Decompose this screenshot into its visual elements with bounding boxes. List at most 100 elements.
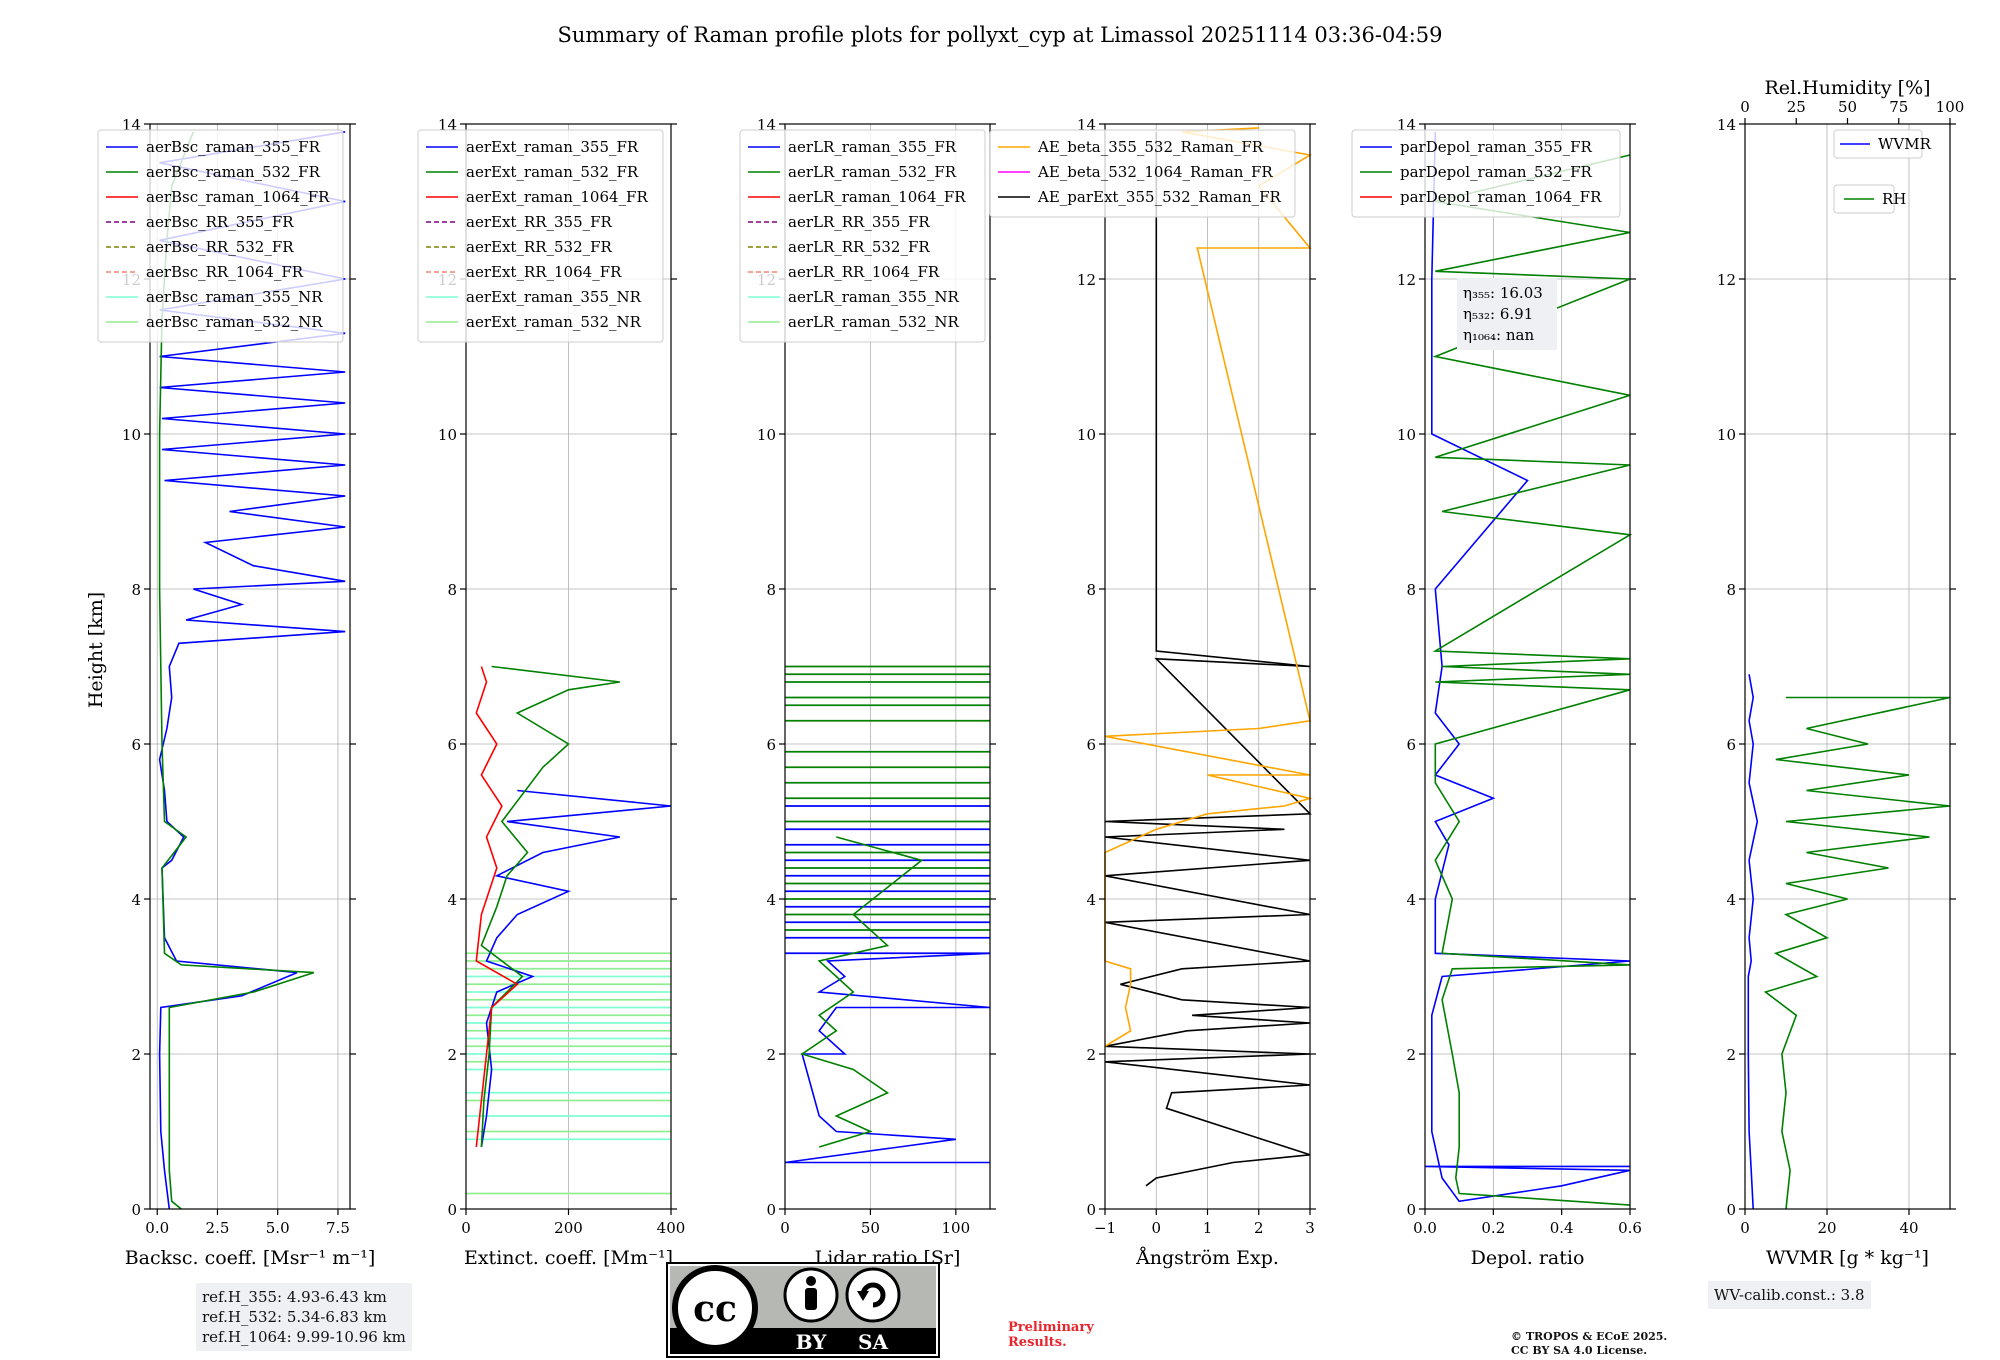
y-tick-label: 2: [1726, 1046, 1736, 1064]
top-x-tick-label: 100: [1936, 98, 1965, 116]
legend: parDepol_raman_355_FR parDepol_raman_532_…: [1351, 129, 1621, 218]
share-alike-icon: [845, 1267, 901, 1323]
y-tick-label: 4: [1086, 891, 1096, 909]
preliminary-line-2: Results.: [1008, 1335, 1067, 1350]
copyright-note: © TROPOS & ECoE 2025. CC BY SA 4.0 Licen…: [1511, 1330, 1667, 1358]
legend-box: [739, 129, 986, 343]
series-aerExt_raman_1064_FR: [475, 666, 519, 1148]
x-tick-label: 400: [657, 1219, 686, 1237]
y-tick-label: 4: [1726, 891, 1736, 909]
legend-entry: aerExt_RR_1064_FR: [466, 263, 622, 281]
y-tick-label: 0: [131, 1201, 141, 1219]
axes-frame: [1424, 123, 1631, 1210]
series-aerLR_raman_532_FR: [800, 836, 924, 1148]
legend: aerLR_raman_355_FR aerLR_raman_532_FR aerL…: [739, 129, 986, 343]
license-badge: cc BY SA: [666, 1262, 940, 1358]
legend-entry: aerLR_RR_1064_FR: [788, 263, 940, 281]
panel-extinction: 024681012140200400Extinct. coeff. [Mm⁻¹]…: [417, 116, 686, 1269]
top-x-tick-label: 50: [1838, 98, 1857, 116]
by-label: BY: [796, 1330, 828, 1354]
y-tick-label: 2: [1406, 1046, 1416, 1064]
legend-entry: aerLR_RR_355_FR: [788, 213, 930, 231]
series-parDepol_raman_355_FR: [1424, 131, 1631, 1203]
copyright-line-1: © TROPOS & ECoE 2025.: [1511, 1330, 1668, 1343]
x-tick-label: 0.4: [1550, 1219, 1574, 1237]
y-tick-label: 10: [1077, 426, 1096, 444]
series-AE_parExt_355_532_Raman_FR: [1104, 131, 1312, 1187]
legend-entry: AE_beta_532_1064_Raman_FR: [1037, 163, 1273, 181]
ref-height-1064: ref.H_1064: 9.99-10.96 km: [202, 1328, 406, 1346]
eta-value: η₁₀₆₄: nan: [1463, 326, 1534, 344]
cc-icon: [672, 1265, 758, 1351]
legend-entry: aerBsc_RR_355_FR: [146, 213, 294, 231]
legend-entry: aerExt_raman_1064_FR: [466, 188, 648, 206]
y-tick-label: 0: [1086, 1201, 1096, 1219]
y-tick-label: 0: [1726, 1201, 1736, 1219]
y-tick-label: 8: [766, 581, 776, 599]
y-tick-label: 4: [766, 891, 776, 909]
x-tick-label: 0.6: [1618, 1219, 1642, 1237]
preliminary-label: Preliminary Results.: [1008, 1320, 1094, 1350]
y-tick-label: 10: [1717, 426, 1736, 444]
sa-label: SA: [858, 1330, 888, 1354]
y-tick-label: 14: [1717, 116, 1736, 134]
top-x-tick-label: 75: [1889, 98, 1908, 116]
eta-value: η₃₅₅: 16.03: [1463, 284, 1543, 302]
legend: AE_beta_355_532_Raman_FR AE_beta_532_1064…: [989, 129, 1296, 218]
y-tick-label: 2: [1086, 1046, 1096, 1064]
top-axis-label: Rel.Humidity [%]: [1764, 77, 1930, 99]
y-tick-label: 12: [1077, 271, 1096, 289]
legend-entry: AE_beta_355_532_Raman_FR: [1037, 138, 1264, 156]
y-tick-label: 4: [131, 891, 141, 909]
cc-icon-label: cc: [693, 1288, 737, 1330]
x-tick-label: 5.0: [266, 1219, 290, 1237]
x-tick-label: 0: [1740, 1219, 1750, 1237]
legend: aerBsc_raman_355_FR aerBsc_raman_532_FRae…: [97, 129, 344, 343]
x-tick-label: 50: [861, 1219, 880, 1237]
figure-title: Summary of Raman profile plots for polly…: [557, 23, 1442, 47]
annotation-box: [1457, 278, 1557, 350]
x-tick-label: 0.0: [1413, 1219, 1437, 1237]
y-tick-label: 0: [1406, 1201, 1416, 1219]
y-tick-label: 6: [447, 736, 457, 754]
legend-entry: aerLR_raman_355_NR: [788, 288, 959, 306]
legend-entry: aerLR_raman_1064_FR: [788, 188, 966, 206]
legend-entry: aerBsc_raman_532_NR: [146, 313, 323, 331]
x-tick-label: 2: [1254, 1219, 1264, 1237]
y-tick-label: 2: [447, 1046, 457, 1064]
x-tick-label: 2.5: [206, 1219, 230, 1237]
x-tick-label: 0: [1151, 1219, 1161, 1237]
series-aerExt_raman_532_FR: [480, 665, 620, 1148]
legend-entry: aerBsc_RR_532_FR: [146, 238, 294, 256]
x-tick-label: 0.0: [145, 1219, 169, 1237]
legend-box: [97, 129, 344, 343]
eta-annotation: η₃₅₅: 16.03 η₅₃₂: 6.91 η₁₀₆₄: nan: [1457, 278, 1557, 350]
legend-entry: parDepol_raman_1064_FR: [1400, 188, 1602, 206]
ref-height-532: ref.H_532: 5.34-6.83 km: [202, 1308, 387, 1326]
y-tick-label: 6: [131, 736, 141, 754]
x-tick-label: 100: [942, 1219, 971, 1237]
y-tick-label: 8: [131, 581, 141, 599]
y-tick-label: 10: [1397, 426, 1416, 444]
legend-entry: aerBsc_RR_1064_FR: [146, 263, 304, 281]
series-aerBsc_raman_355_FR: [158, 131, 346, 1210]
wv-calibration-box: WV-calib.const.: 3.8: [1708, 1281, 1871, 1309]
copyright-line-2: CC BY SA 4.0 License.: [1511, 1344, 1648, 1357]
series-aerLR_raman_355_FR: [784, 952, 991, 1164]
legend-entry: aerExt_RR_355_FR: [466, 213, 613, 231]
y-tick-label: 8: [1086, 581, 1096, 599]
legend-entry: AE_parExt_355_532_Raman_FR: [1037, 188, 1282, 206]
legend-box: [417, 129, 664, 343]
eta-value: η₅₃₂: 6.91: [1463, 305, 1533, 323]
legend-box: [989, 129, 1296, 218]
y-tick-label: 10: [122, 426, 141, 444]
x-tick-label: −1: [1094, 1219, 1116, 1237]
y-tick-label: 2: [131, 1046, 141, 1064]
reference-heights-box: ref.H_355: 4.93-6.43 km ref.H_532: 5.34-…: [196, 1283, 412, 1351]
legend-entry: aerExt_raman_532_FR: [466, 163, 639, 181]
legend-entry: WVMR: [1878, 135, 1932, 153]
y-tick-label: 4: [447, 891, 457, 909]
axes-frame: [1744, 123, 1951, 1210]
